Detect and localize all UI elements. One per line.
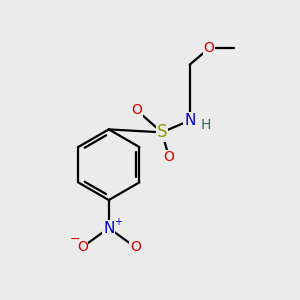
Text: O: O (130, 240, 141, 254)
Text: O: O (164, 150, 175, 164)
Text: O: O (203, 41, 214, 56)
Text: N: N (103, 220, 115, 236)
Text: O: O (77, 240, 88, 254)
Text: H: H (201, 118, 211, 132)
Text: O: O (131, 103, 142, 117)
Text: +: + (114, 217, 122, 226)
Text: −: − (70, 232, 80, 245)
Text: N: N (184, 113, 195, 128)
Text: S: S (157, 123, 167, 141)
